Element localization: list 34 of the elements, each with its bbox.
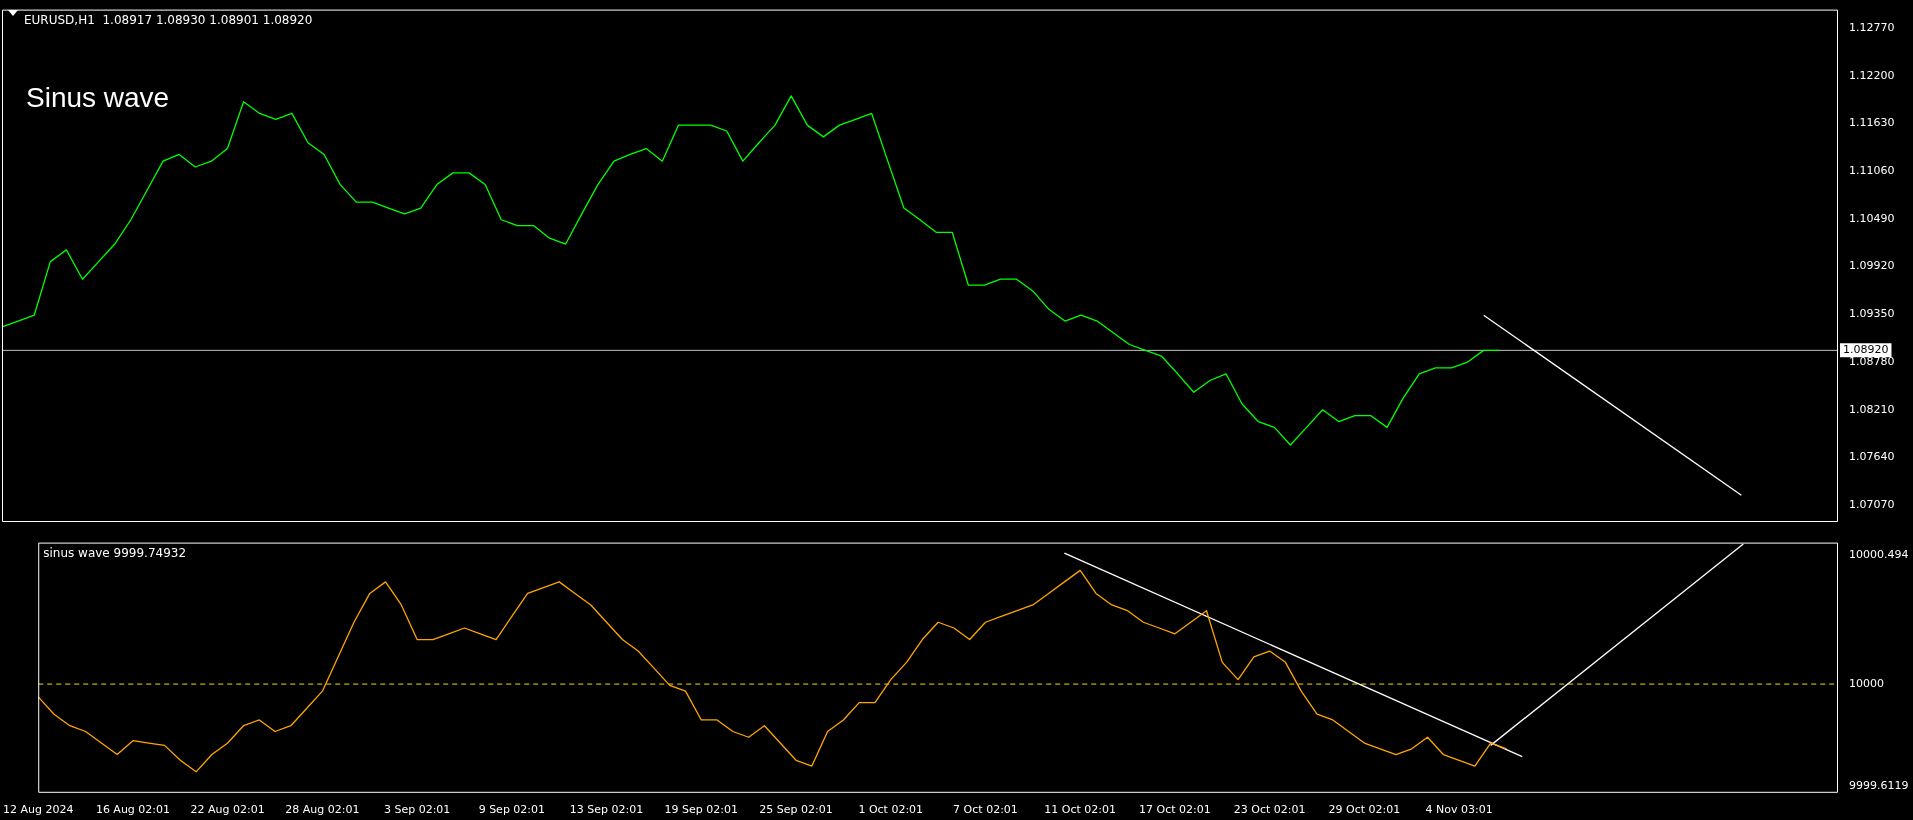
y-tick-label: 1.10490 (1849, 211, 1895, 225)
x-tick-label: 11 Oct 02:01 (1044, 803, 1117, 817)
x-tick-label: 16 Aug 02:01 (95, 803, 171, 817)
x-tick-label: 25 Sep 02:01 (759, 803, 833, 817)
y-tick-label: 1.07070 (1849, 498, 1895, 512)
x-tick-label: 22 Aug 02:01 (190, 803, 265, 817)
y-tick-label: 10000 (1849, 676, 1884, 690)
y-tick-label: 1.08210 (1849, 402, 1895, 416)
y-tick-label: 1.09350 (1849, 307, 1895, 321)
x-tick-label: 4 Nov 03:01 (1425, 803, 1493, 817)
y-tick-label: 1.12200 (1849, 68, 1895, 82)
x-tick-label: 7 Oct 02:01 (953, 803, 1018, 817)
x-tick-label: 12 Aug 2024 (3, 803, 74, 817)
x-tick-label: 28 Aug 02:01 (285, 803, 360, 817)
x-tick-label: 19 Sep 02:01 (664, 803, 739, 817)
x-tick-label: 29 Oct 02:01 (1328, 803, 1401, 817)
y-tick-label: 9999.6119 (1849, 778, 1909, 792)
chart-title: EURUSD,H1 1.08917 1.08930 1.08901 1.08920 (24, 12, 313, 27)
y-tick-label: 1.12770 (1849, 20, 1895, 34)
y-tick-label: 1.11630 (1849, 116, 1895, 130)
y-tick-label: 1.09920 (1849, 259, 1895, 273)
y-tick-label: 1.08780 (1849, 354, 1895, 368)
x-tick-label: 17 Oct 02:01 (1139, 803, 1211, 817)
chart-title: sinus wave 9999.74932 (43, 545, 187, 560)
x-tick-label: 13 Sep 02:01 (569, 803, 644, 817)
x-tick-label: 1 Oct 02:01 (858, 803, 924, 817)
annotation: Sinus wave (26, 82, 170, 114)
ref-line-label: 1.08920 (1843, 343, 1889, 357)
x-tick-label: 3 Sep 02:01 (383, 803, 451, 817)
y-tick-label: 10000.494 (1849, 547, 1909, 561)
y-tick-label: 1.11060 (1849, 164, 1895, 178)
y-tick-label: 1.07640 (1849, 450, 1895, 464)
x-tick-label: 9 Sep 02:01 (478, 803, 546, 817)
x-tick-label: 23 Oct 02:01 (1233, 803, 1306, 817)
